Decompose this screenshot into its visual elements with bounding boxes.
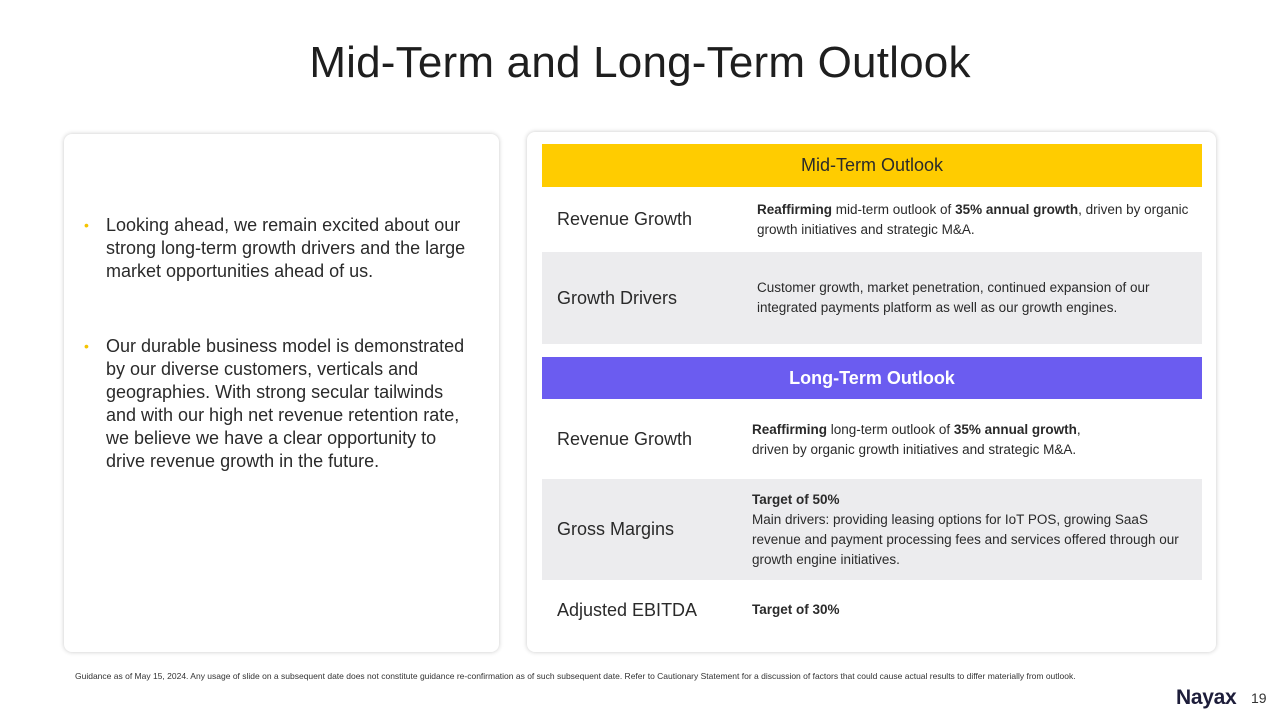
row-value: Reaffirming mid-term outlook of 35% annu… (757, 200, 1202, 240)
bullet-text: Our durable business model is demonstrat… (106, 336, 465, 471)
emphasis-text: Reaffirming (752, 421, 828, 437)
bullet-icon: • (84, 217, 89, 233)
row-value: Customer growth, market penetration, con… (757, 280, 1150, 315)
list-item: • Our durable business model is demonstr… (82, 335, 467, 473)
footnote: Guidance as of May 15, 2024. Any usage o… (75, 671, 1076, 681)
summary-card: • Looking ahead, we remain excited about… (64, 134, 499, 652)
emphasis-text: Target of 30% (752, 602, 840, 617)
body-text: mid-term outlook of (832, 201, 956, 217)
table-row: Gross Margins Target of 50% Main drivers… (542, 479, 1202, 580)
row-label: Gross Margins (557, 519, 675, 539)
body-text: , (1076, 421, 1081, 437)
table-row: Revenue Growth Reaffirming long-term out… (542, 400, 1202, 479)
bullet-icon: • (84, 338, 89, 354)
row-label: Revenue Growth (557, 429, 693, 449)
long-term-heading: Long-Term Outlook (542, 357, 1202, 399)
body-text: Main drivers: providing leasing options … (752, 511, 1179, 567)
emphasis-text: Reaffirming (757, 201, 833, 217)
page-title: Mid-Term and Long-Term Outlook (309, 38, 971, 87)
row-label: Adjusted EBITDA (557, 599, 698, 620)
row-value: Target of 50% Main drivers: providing le… (752, 490, 1202, 570)
row-value: Reaffirming long-term outlook of 35% ann… (752, 420, 1091, 460)
table-row: Revenue Growth Reaffirming mid-term outl… (542, 188, 1202, 251)
row-label: Growth Drivers (557, 287, 678, 308)
outlook-card: Mid-Term Outlook Revenue Growth Reaffirm… (527, 132, 1216, 652)
body-text: long-term outlook of (827, 421, 954, 437)
emphasis-text: Target of 50% (752, 491, 840, 507)
emphasis-text: 35% annual growth (953, 421, 1077, 437)
table-row: Adjusted EBITDA Target of 30% (542, 584, 1202, 636)
bullet-text: Looking ahead, we remain excited about o… (106, 215, 466, 281)
page-number: 19 (1251, 690, 1267, 706)
list-item: • Looking ahead, we remain excited about… (82, 214, 467, 283)
body-text: driven by organic growth initiatives and… (752, 441, 1077, 457)
mid-term-heading: Mid-Term Outlook (542, 144, 1202, 187)
row-value: Target of 30% (752, 600, 850, 620)
row-label: Revenue Growth (557, 209, 693, 229)
bullet-list: • Looking ahead, we remain excited about… (82, 214, 467, 525)
body-text: , driven by organic growth initiatives a… (757, 201, 1189, 237)
emphasis-text: 35% annual growth (955, 201, 1079, 217)
company-logo: Nayax (1176, 686, 1237, 709)
table-row: Growth Drivers Customer growth, market p… (542, 252, 1202, 344)
